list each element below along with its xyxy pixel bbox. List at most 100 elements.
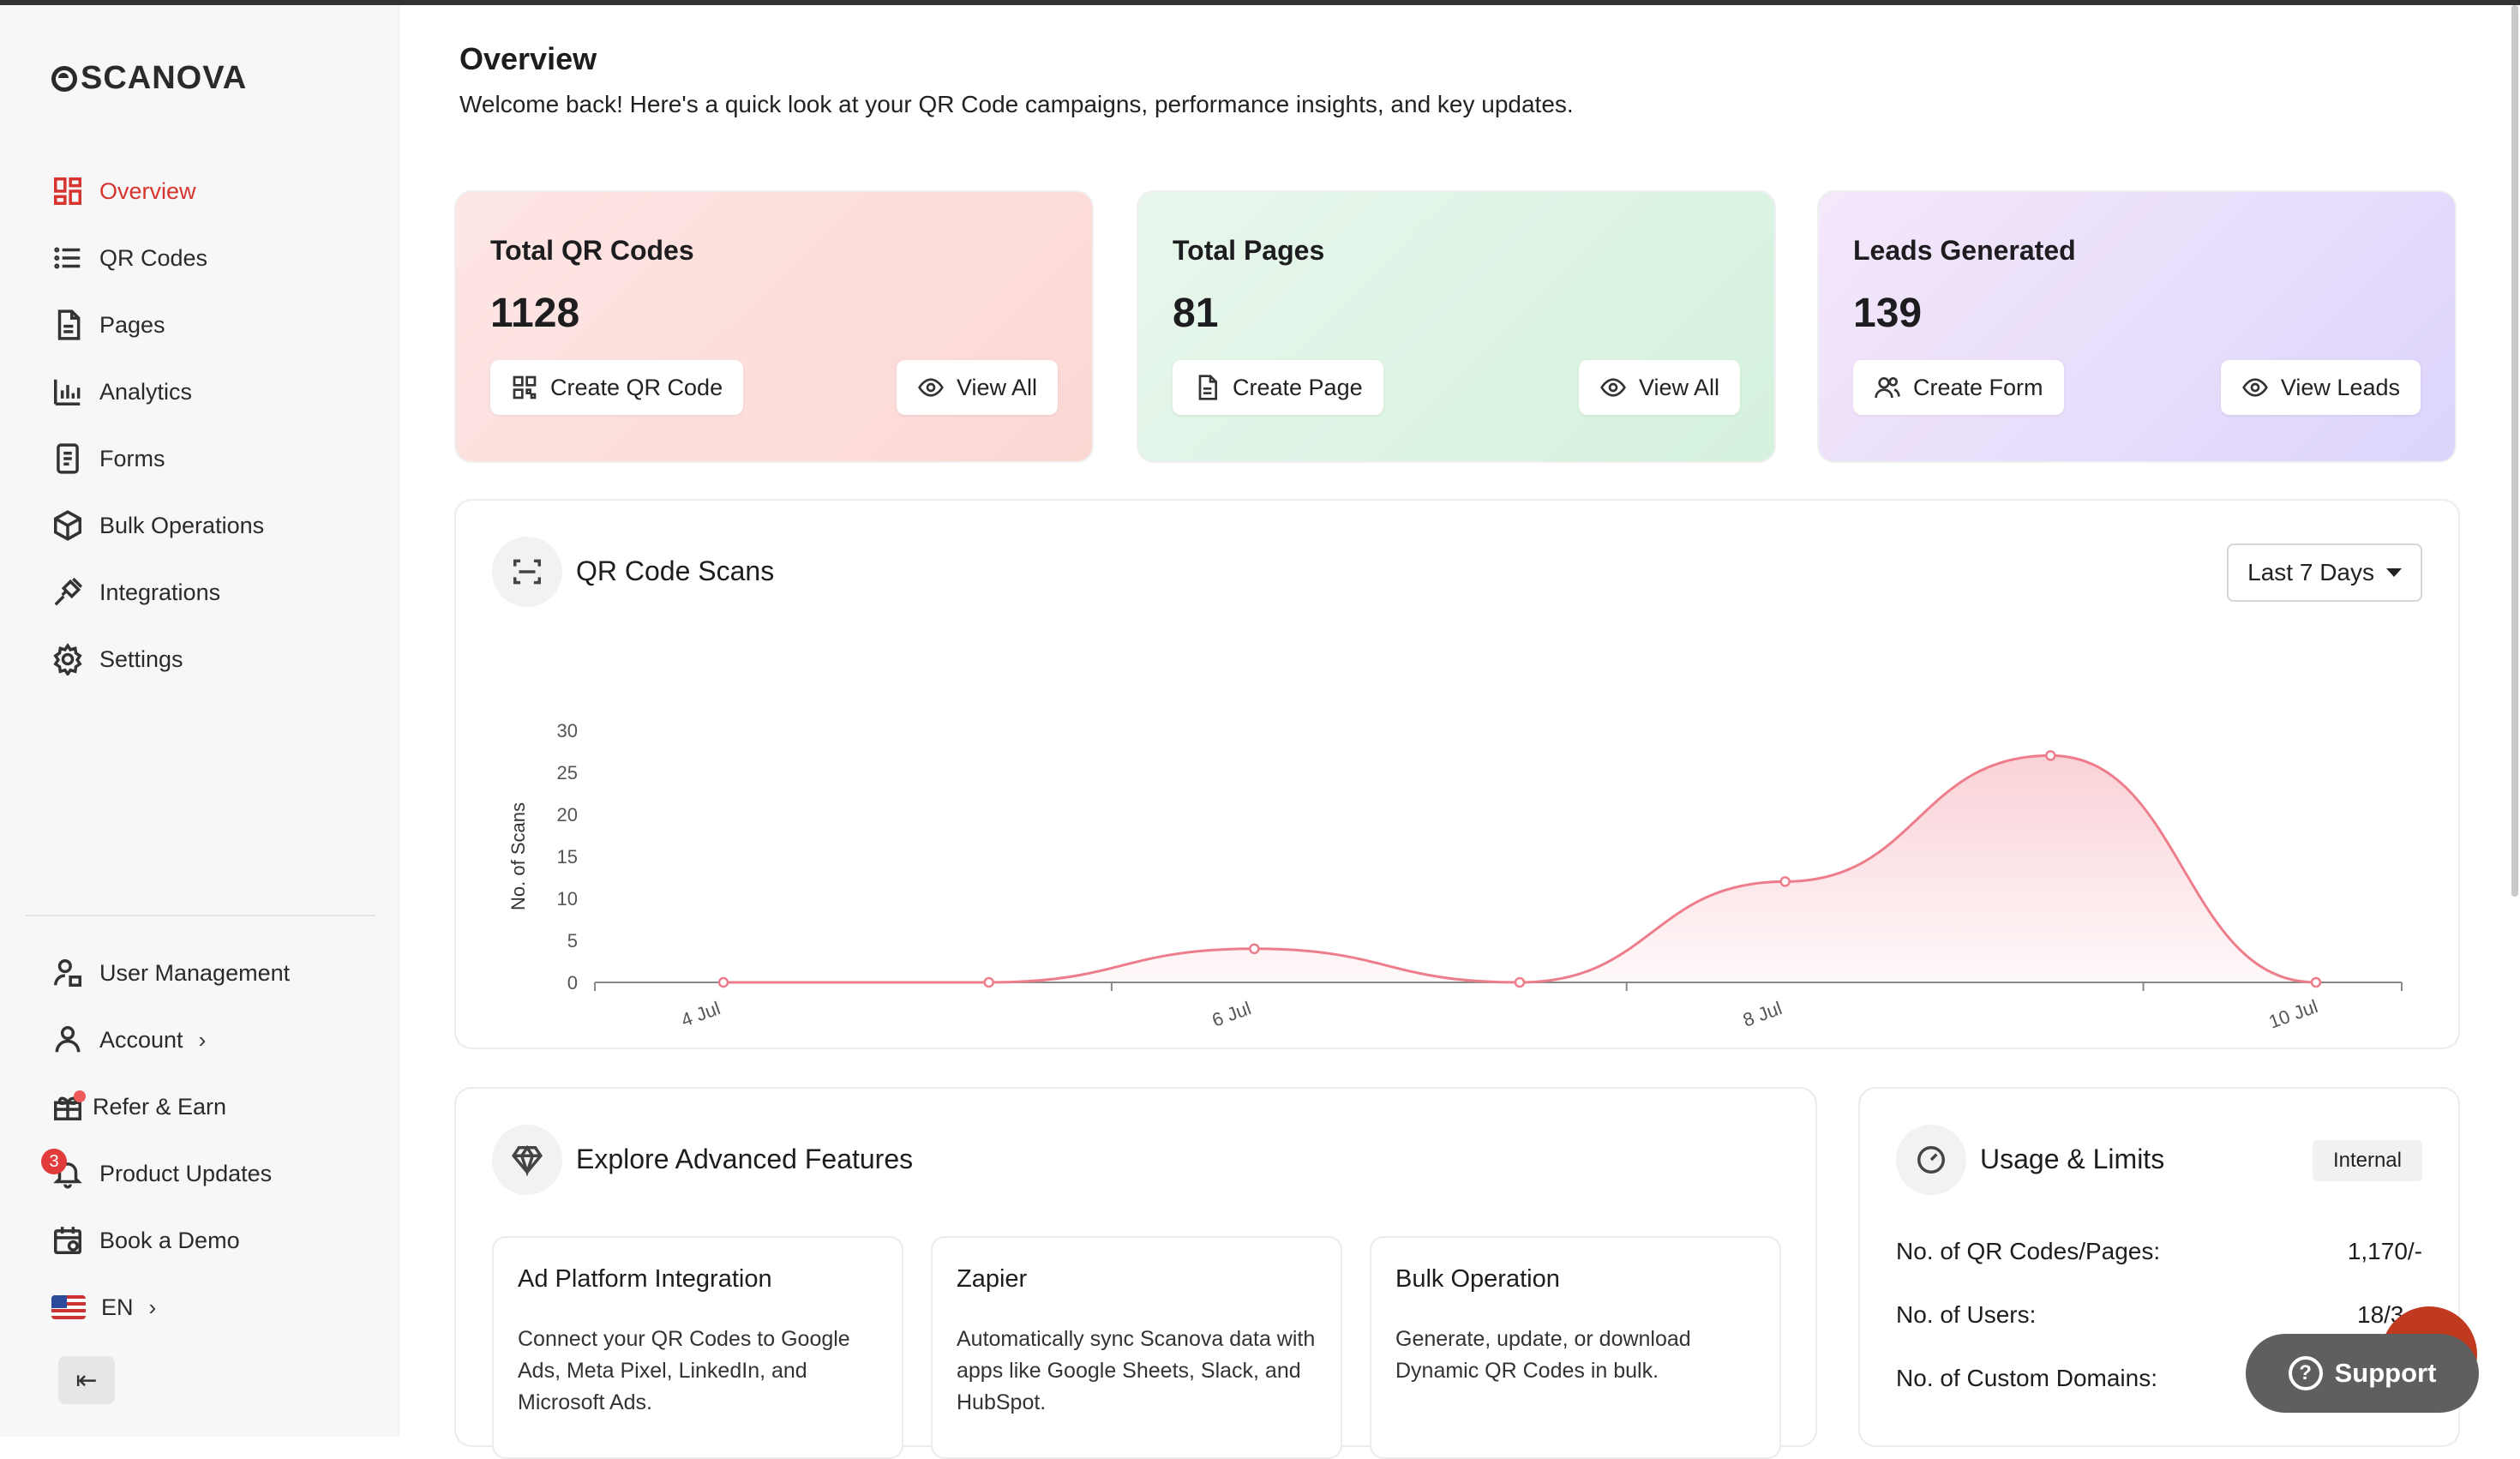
view-all-pages-button[interactable]: View All: [1578, 360, 1740, 415]
sidebar-item-product-updates[interactable]: 3 Product Updates: [41, 1140, 290, 1207]
x-tick-label: 4 Jul: [678, 997, 723, 1030]
feature-ad-platform[interactable]: Ad Platform Integration Connect your QR …: [492, 1236, 903, 1459]
feature-title: Zapier: [957, 1265, 1028, 1293]
sidebar-item-label: Analytics: [99, 378, 193, 405]
feature-title: Bulk Operation: [1395, 1265, 1560, 1293]
window-top-bar: [0, 0, 2520, 5]
help-icon: ?: [2288, 1356, 2323, 1390]
page-title: Overview: [459, 41, 597, 76]
sidebar-item-label: User Management: [99, 959, 291, 986]
feature-description: Generate, update, or download Dynamic QR…: [1395, 1327, 1691, 1383]
support-button[interactable]: ? Support: [2246, 1334, 2479, 1413]
sidebar-item-analytics[interactable]: Analytics: [51, 358, 264, 425]
page-icon: [1198, 375, 1217, 400]
feature-zapier[interactable]: Zapier Automatically sync Scanova data w…: [931, 1236, 1342, 1459]
usage-label: No. of Users:: [1896, 1301, 2037, 1328]
stat-label: Total Pages: [1173, 235, 1325, 266]
language-selector[interactable]: EN ›: [51, 1274, 290, 1341]
date-range-dropdown[interactable]: Last 7 Days: [2227, 543, 2422, 602]
series-line: [723, 754, 2317, 984]
button-label: Create Form: [1913, 374, 2043, 400]
sidebar-item-refer[interactable]: Refer & Earn: [51, 1073, 290, 1140]
feature-description: Automatically sync Scanova data with app…: [957, 1327, 1316, 1414]
sidebar-item-account[interactable]: Account ›: [51, 1006, 290, 1073]
sidebar-item-user-management[interactable]: User Management: [51, 940, 290, 1006]
data-point: [2310, 976, 2322, 988]
main-content: Overview Welcome back! Here's a quick lo…: [399, 5, 2520, 1459]
data-point: [717, 976, 729, 988]
button-label: View All: [956, 374, 1037, 400]
qr-code-scans-card: QR Code Scans Last 7 Days No. of Scans 0 5…: [454, 499, 2460, 1049]
cube-icon: [54, 510, 81, 541]
create-qr-code-button[interactable]: Create QR Code: [490, 360, 744, 415]
feature-bulk-operation[interactable]: Bulk Operation Generate, update, or down…: [1370, 1236, 1781, 1459]
language-label: EN: [101, 1294, 134, 1320]
page-subtitle: Welcome back! Here's a quick look at you…: [459, 91, 1574, 117]
stat-value: 81: [1173, 291, 1219, 336]
collapse-arrow-icon: ⇤: [75, 1366, 98, 1395]
gauge-icon-wrapper: [1896, 1125, 1966, 1195]
gauge-icon: [1917, 1146, 1945, 1174]
sidebar-item-label: Product Updates: [99, 1160, 273, 1186]
sidebar-item-overview[interactable]: Overview: [51, 158, 264, 225]
sidebar-item-forms[interactable]: Forms: [51, 425, 264, 492]
y-tick-label: 0: [567, 972, 578, 994]
sidebar-item-label: Settings: [99, 645, 183, 672]
button-label: View Leads: [2280, 374, 2400, 400]
main-nav: Overview QR Codes Pages Analytics Forms …: [51, 158, 264, 693]
advanced-features-card: Explore Advanced Features Ad Platform In…: [454, 1087, 1817, 1459]
page-scrollbar[interactable]: [2511, 5, 2518, 897]
usage-limits-card: Usage & Limits Internal No. of QR Codes/…: [1858, 1087, 2460, 1447]
sidebar-item-book-demo[interactable]: Book a Demo: [51, 1207, 290, 1274]
caret-down-icon: [2386, 568, 2402, 577]
stat-value: 1128: [490, 291, 580, 336]
collapse-sidebar-button[interactable]: ⇤: [58, 1356, 115, 1404]
sidebar-item-settings[interactable]: Settings: [51, 626, 264, 693]
diamond-icon: [511, 1144, 543, 1176]
usage-value: 1,170/-: [2347, 1238, 2422, 1264]
sidebar-item-label: Book a Demo: [99, 1227, 240, 1253]
user-settings-icon: [54, 959, 81, 987]
eye-icon: [1600, 378, 1626, 397]
sidebar-item-integrations[interactable]: Integrations: [51, 559, 264, 626]
usage-label: No. of QR Codes/Pages:: [1896, 1238, 2161, 1264]
gear-icon: [53, 643, 82, 675]
view-all-qr-button[interactable]: View All: [896, 360, 1058, 415]
chevron-right-icon: ›: [148, 1294, 157, 1320]
usage-label: No. of Custom Domains:: [1896, 1365, 2157, 1391]
dropdown-value: Last 7 Days: [2247, 559, 2374, 585]
users-icon: [1875, 377, 1900, 399]
stat-label: Total QR Codes: [490, 235, 694, 266]
button-label: Create QR Code: [550, 374, 723, 400]
scans-area-chart: No. of Scans 0 5 10 15 20 25 30 4 Jul 6 Jul 8 Jul 1…: [507, 720, 2403, 1033]
logo[interactable]: SCANOVA: [51, 60, 247, 97]
plug-icon: [54, 577, 83, 606]
sidebar-item-bulk-operations[interactable]: Bulk Operations: [51, 492, 264, 559]
sidebar-item-label: Bulk Operations: [99, 512, 265, 538]
data-point: [2045, 750, 2056, 761]
data-point: [1779, 876, 1791, 887]
create-form-button[interactable]: Create Form: [1853, 360, 2064, 415]
sidebar-divider: [26, 915, 375, 916]
data-point: [1249, 943, 1260, 955]
total-qr-codes-card: Total QR Codes 1128 Create QR Code View …: [454, 190, 1094, 463]
card-title: Usage & Limits: [1980, 1144, 2165, 1174]
plan-tag: Internal: [2312, 1140, 2422, 1181]
sidebar-item-label: QR Codes: [99, 244, 208, 271]
x-tick-label: 6 Jul: [1209, 997, 1254, 1030]
y-tick-label: 10: [557, 888, 578, 910]
calendar-icon: [54, 1227, 81, 1254]
create-page-button[interactable]: Create Page: [1173, 360, 1383, 415]
total-pages-card: Total Pages 81 Create Page View All: [1137, 190, 1776, 463]
sidebar-item-label: Account: [99, 1026, 183, 1053]
sidebar-item-pages[interactable]: Pages: [51, 291, 264, 358]
stat-value: 139: [1853, 291, 1923, 336]
feature-description: Connect your QR Codes to Google Ads, Met…: [518, 1327, 850, 1414]
sidebar-item-qr-codes[interactable]: QR Codes: [51, 225, 264, 291]
data-point: [1514, 976, 1526, 988]
feature-title: Ad Platform Integration: [518, 1265, 772, 1293]
y-axis-label: No. of Scans: [507, 802, 529, 910]
view-leads-button[interactable]: View Leads: [2220, 360, 2421, 415]
us-flag-icon: [51, 1295, 86, 1319]
leads-generated-card: Leads Generated 139 Create Form View Lea…: [1817, 190, 2457, 463]
